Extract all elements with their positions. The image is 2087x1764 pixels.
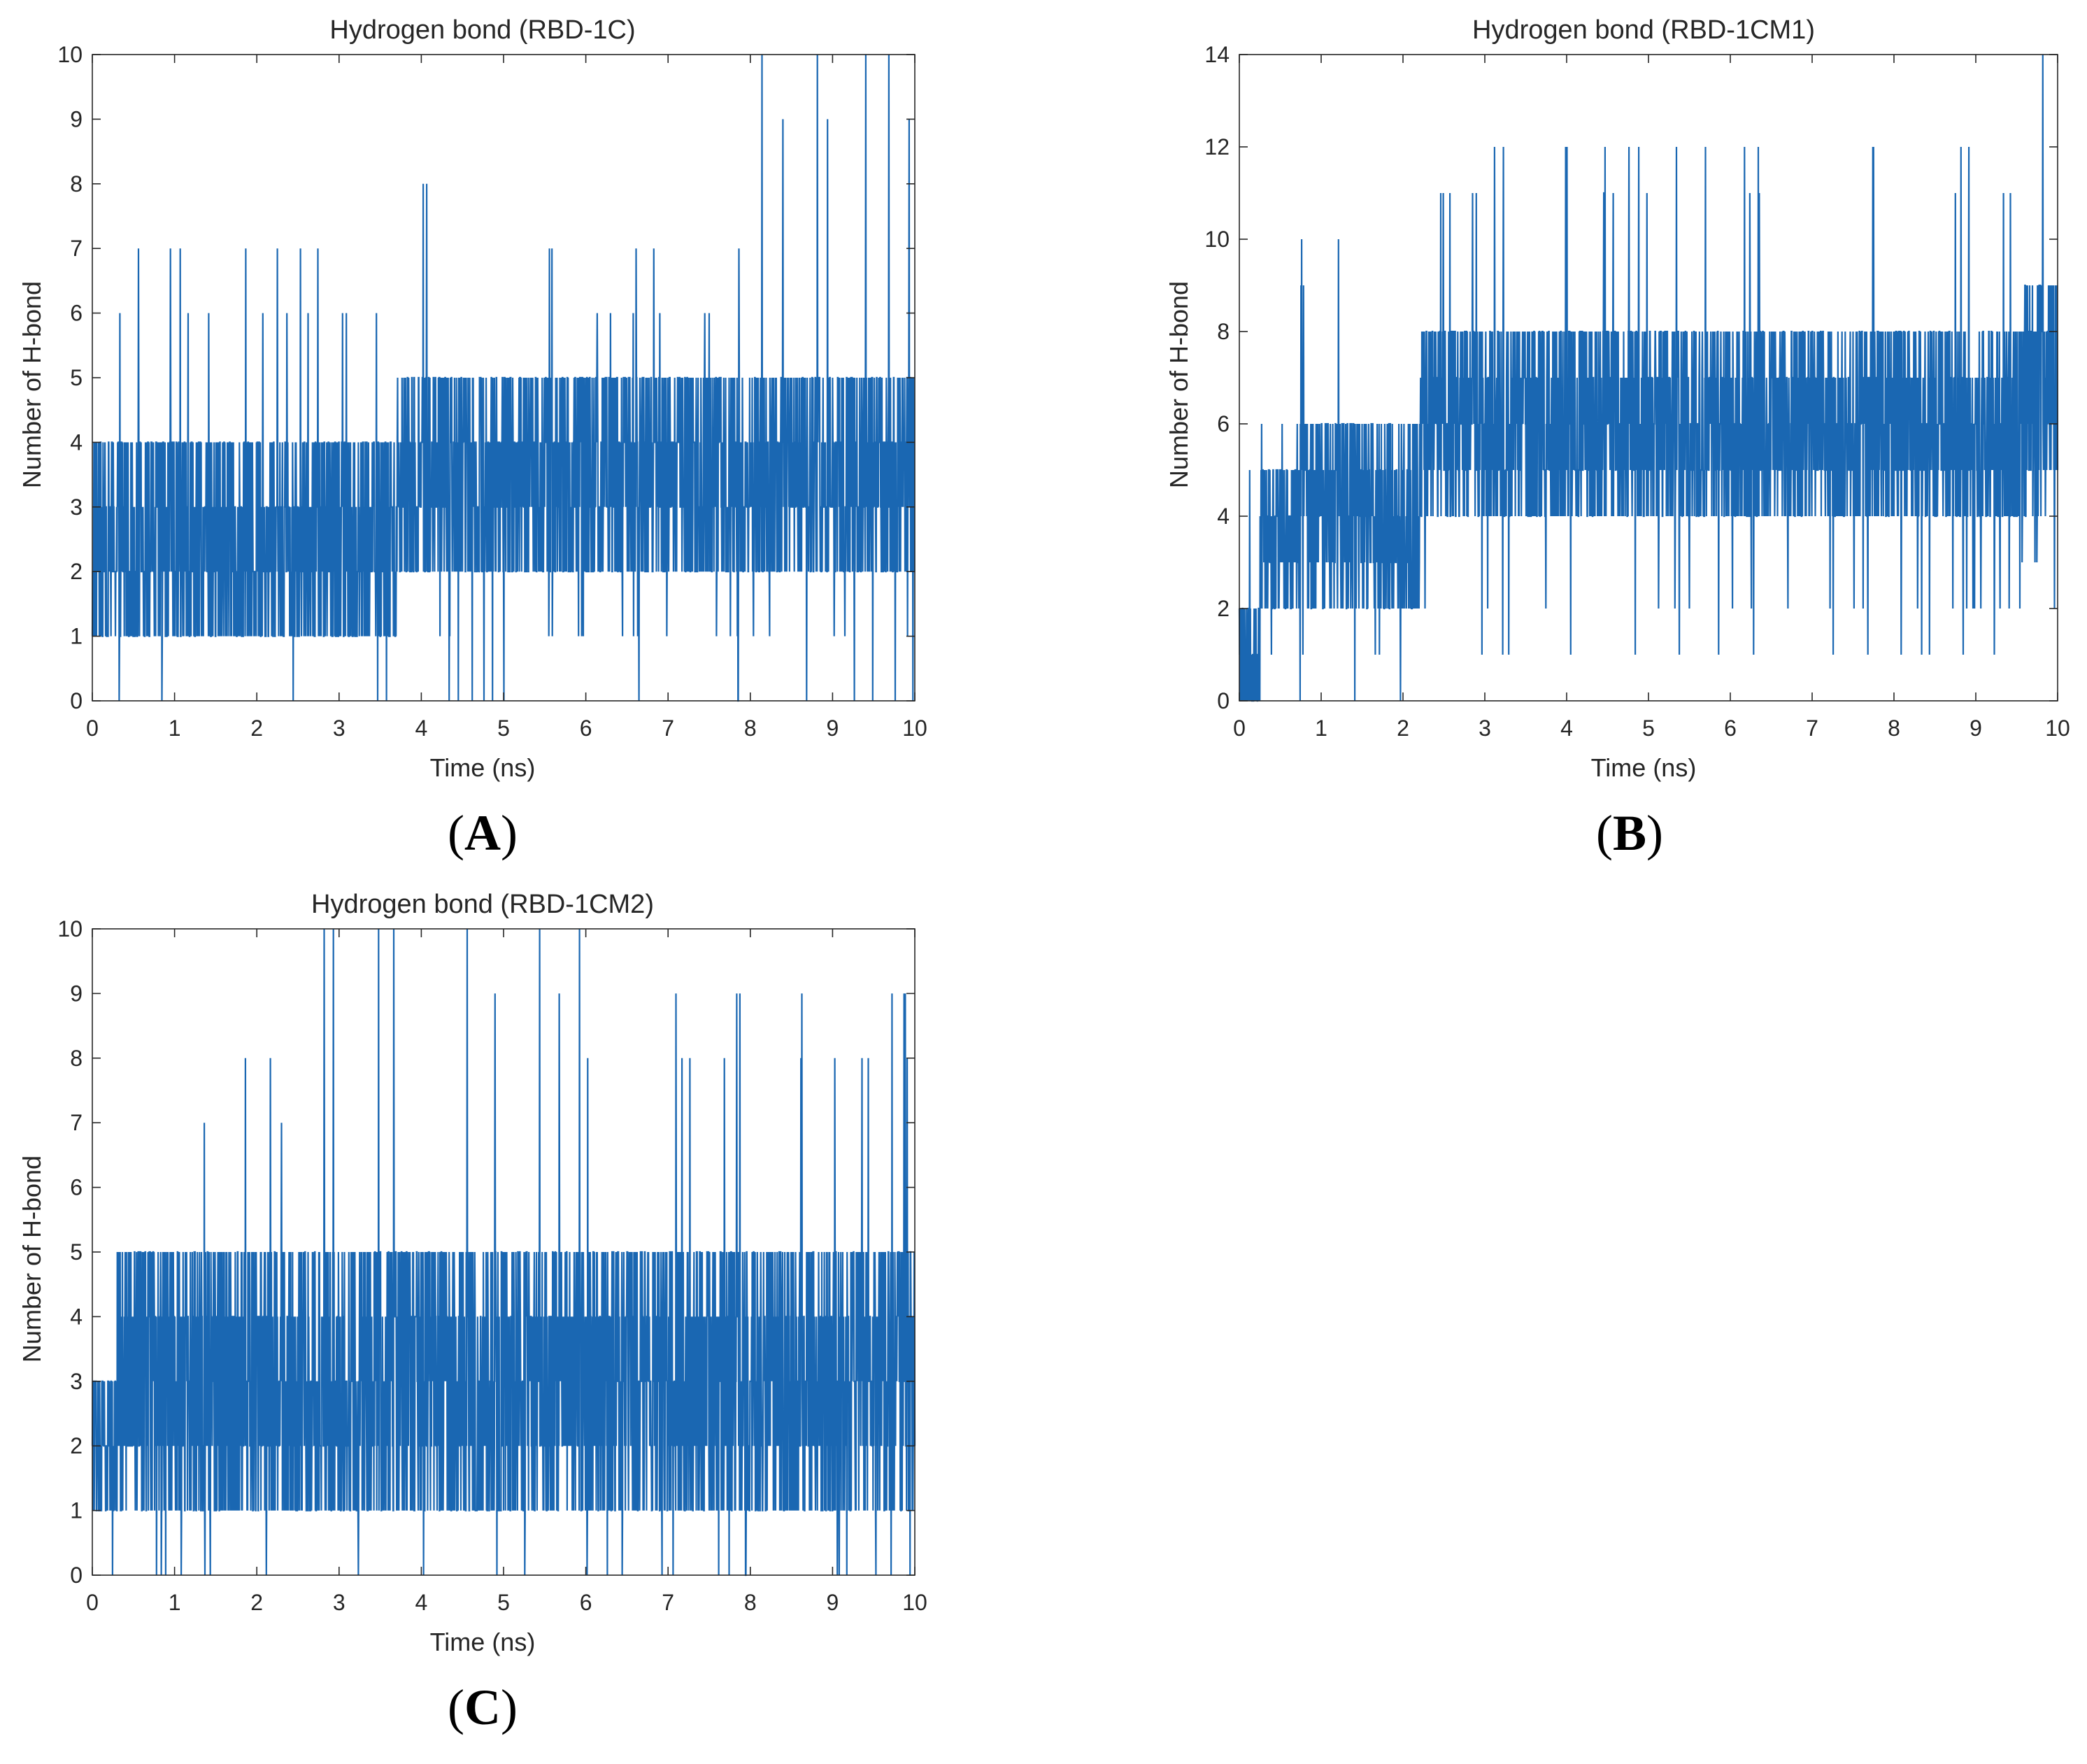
chart-a-xtick-label: 8 <box>744 716 757 741</box>
chart-c-xtick-label: 9 <box>827 1590 839 1615</box>
chart-a-ylabel: Number of H-bond <box>17 281 46 488</box>
chart-a-xtick-label: 4 <box>415 716 428 741</box>
chart-a-xtick-label: 9 <box>827 716 839 741</box>
panel-a-caption: (A) <box>448 805 518 861</box>
chart-b-xtick-label: 8 <box>1888 716 1900 741</box>
chart-c-ytick-label: 7 <box>70 1110 83 1135</box>
chart-c-xlabel: Time (ns) <box>430 1628 536 1656</box>
chart-b: Hydrogen bond (RBD-1CM1) Time (ns) Numbe… <box>1164 15 2070 782</box>
chart-b-xlabel: Time (ns) <box>1591 753 1697 782</box>
chart-a-xtick-label: 3 <box>333 716 346 741</box>
chart-c-ylabel: Number of H-bond <box>17 1155 46 1363</box>
chart-a-title: Hydrogen bond (RBD-1C) <box>329 15 635 45</box>
chart-a-ytick-label: 10 <box>57 42 83 67</box>
chart-b-xtick-label: 2 <box>1397 716 1409 741</box>
chart-c-xtick-label: 5 <box>497 1590 510 1615</box>
chart-a-xtick-label: 7 <box>662 716 674 741</box>
chart-c-xtick-label: 10 <box>902 1590 927 1615</box>
chart-b-ytick-label: 6 <box>1217 411 1230 436</box>
chart-b-ytick-label: 2 <box>1217 596 1230 621</box>
chart-c-xtick-label: 0 <box>86 1590 99 1615</box>
chart-b-ytick-label: 12 <box>1204 134 1230 159</box>
chart-a-ytick-label: 5 <box>70 365 83 390</box>
chart-c-ytick-label: 3 <box>70 1369 83 1394</box>
panel-c-caption: (C) <box>448 1679 518 1735</box>
chart-c-xtick-label: 1 <box>169 1590 181 1615</box>
chart-c-xtick-label: 2 <box>250 1590 263 1615</box>
chart-a-xtick-label: 2 <box>250 716 263 741</box>
chart-a-ytick-label: 3 <box>70 495 83 520</box>
chart-b-xtick-label: 1 <box>1315 716 1327 741</box>
chart-b-ytick-label: 14 <box>1204 42 1230 67</box>
chart-a-ytick-label: 7 <box>70 236 83 261</box>
chart-a: Hydrogen bond (RBD-1C) Time (ns) Number … <box>17 15 927 782</box>
chart-c-title: Hydrogen bond (RBD-1CM2) <box>311 890 654 919</box>
chart-b-xtick-label: 3 <box>1479 716 1491 741</box>
chart-a-ytick-label: 8 <box>70 171 83 197</box>
chart-a-xtick-label: 6 <box>580 716 592 741</box>
panel-b-letter: B <box>1612 805 1647 861</box>
chart-b-xtick-label: 9 <box>1970 716 1982 741</box>
chart-c-ytick-label: 6 <box>70 1175 83 1200</box>
chart-panel-b: Hydrogen bond (RBD-1CM1) Time (ns) Numbe… <box>1147 0 2084 808</box>
chart-a-xtick-label: 1 <box>169 716 181 741</box>
panel-a-letter: A <box>464 805 501 861</box>
chart-panel-c: Hydrogen bond (RBD-1CM2) Time (ns) Numbe… <box>0 874 979 1682</box>
panel-b-caption: (B) <box>1596 805 1663 861</box>
chart-b-xtick-label: 10 <box>2045 716 2070 741</box>
chart-a-xtick-label: 0 <box>86 716 99 741</box>
chart-b-xtick-label: 4 <box>1560 716 1573 741</box>
chart-c-xtick-label: 8 <box>744 1590 757 1615</box>
chart-b-title: Hydrogen bond (RBD-1CM1) <box>1472 15 1815 45</box>
chart-b-ytick-label: 4 <box>1217 504 1230 529</box>
chart-a-xtick-label: 10 <box>902 716 927 741</box>
chart-c-ytick-label: 0 <box>70 1563 83 1588</box>
chart-c-xtick-label: 7 <box>662 1590 674 1615</box>
panel-c-letter: C <box>464 1679 501 1735</box>
chart-a-ytick-label: 0 <box>70 688 83 713</box>
chart-c-xtick-label: 6 <box>580 1590 592 1615</box>
chart-c-xtick-label: 4 <box>415 1590 428 1615</box>
chart-a-ytick-label: 9 <box>70 106 83 131</box>
chart-b-xtick-label: 6 <box>1724 716 1737 741</box>
chart-a-xlabel: Time (ns) <box>430 753 536 782</box>
chart-b-ylabel: Number of H-bond <box>1164 281 1193 488</box>
chart-c-xtick-label: 3 <box>333 1590 346 1615</box>
chart-a-ytick-label: 4 <box>70 429 83 455</box>
chart-a-xtick-label: 5 <box>497 716 510 741</box>
chart-c-ytick-label: 2 <box>70 1433 83 1458</box>
chart-c-ytick-label: 8 <box>70 1046 83 1071</box>
chart-c: Hydrogen bond (RBD-1CM2) Time (ns) Numbe… <box>17 890 927 1656</box>
chart-a-series-line <box>91 54 916 702</box>
chart-c-ytick-label: 10 <box>57 916 83 941</box>
chart-a-ytick-label: 2 <box>70 559 83 584</box>
chart-b-ytick-label: 0 <box>1217 688 1230 713</box>
chart-c-ytick-label: 1 <box>70 1498 83 1523</box>
chart-b-ytick-label: 10 <box>1204 227 1230 252</box>
chart-b-ytick-label: 8 <box>1217 319 1230 344</box>
chart-b-xtick-label: 7 <box>1806 716 1818 741</box>
chart-panel-a: Hydrogen bond (RBD-1C) Time (ns) Number … <box>0 0 979 808</box>
chart-b-xtick-label: 5 <box>1642 716 1655 741</box>
chart-c-ytick-label: 4 <box>70 1304 83 1329</box>
chart-b-series-line <box>1238 54 2059 702</box>
chart-a-ytick-label: 1 <box>70 624 83 649</box>
chart-c-series-line <box>91 928 916 1577</box>
chart-c-ytick-label: 9 <box>70 981 83 1006</box>
chart-b-xtick-label: 0 <box>1233 716 1246 741</box>
chart-a-ytick-label: 6 <box>70 301 83 326</box>
chart-c-ytick-label: 5 <box>70 1239 83 1265</box>
